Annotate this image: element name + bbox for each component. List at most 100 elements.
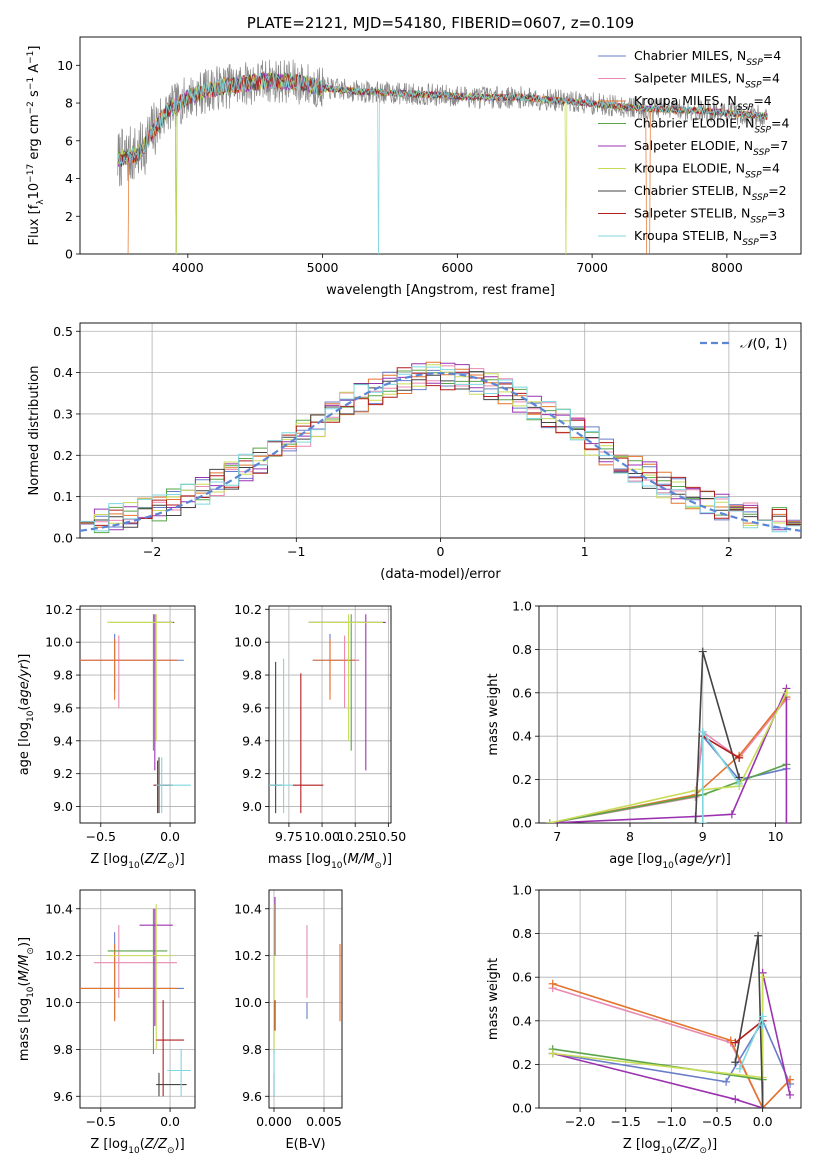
x-tick-label: 1 [581,544,589,559]
y-tick-label: 9.0 [242,799,262,814]
weight-marker [731,1058,740,1067]
text-span: ⊙ [699,1146,707,1156]
y-tick-label: 9.8 [53,1042,73,1057]
y-axis-label: mass weight [486,958,501,1040]
text-span: Z/Z [144,1137,168,1152]
text-span: ( [343,852,348,867]
y-tick-label: 10.2 [45,948,73,963]
text-span: ( [140,1137,145,1152]
x-tick-label: −1.5 [611,1114,641,1129]
y-tick-label: 0.5 [53,324,73,339]
y-tick-label: 1.0 [512,599,532,614]
y-tick-label: 10.4 [234,901,262,916]
weight-marker [731,1038,740,1047]
weight_vs_age-axes: 7 8 9 10 0.0 0.2 0.4 0.6 0.8 1.0 [512,599,802,844]
y-tick-label: 10.0 [45,995,73,1010]
errorbar-point [80,635,177,708]
weight-line [739,1016,764,1070]
y-tick-label: 9.8 [242,1042,262,1057]
weight-marker [758,1104,767,1108]
y-axis-label: age [log10(age/yr)] [17,654,36,776]
weight-line [552,1019,791,1085]
weight-marker [691,819,700,823]
y-tick-label: 9.8 [242,668,262,683]
legend-tail: =3 [759,228,777,243]
weight-marker [782,819,791,823]
axes-frame [79,889,196,1109]
axes-frame [79,322,802,539]
legend-entry: Chabrier STELIB, NSSP=2 [634,183,787,203]
legend-label: Chabrier STELIB, N [634,183,752,198]
histogram-step [80,362,801,531]
legend-entry: Chabrier ELODIE, NSSP=4 [634,116,789,136]
y-tick-label: 9.6 [242,1089,262,1104]
legend-entry: Kroupa MILES, NSSP=4 [634,93,772,113]
y-axis-label: mass weight [486,673,501,755]
x-tick-label: 8000 [711,260,743,275]
weight-line [549,763,787,823]
text-span: mass [log [268,852,331,867]
weight-marker [545,819,554,823]
chart-title: PLATE=2121, MJD=54180, FIBERID=0607, z=0… [247,14,634,32]
legend-sub: SSP [750,216,767,226]
legend-tail: =4 [762,71,780,86]
legend-tail: =4 [771,116,789,131]
x-tick-label: −1.0 [656,1114,686,1129]
y-tick-label: 1.0 [512,883,532,898]
errorbar-point [328,635,360,708]
errorbar-plot [80,904,191,1097]
weight-marker [698,727,707,736]
normal-reference-curve [80,371,801,532]
text-span: )] [382,852,392,867]
axes-frame [538,605,802,824]
x-tick-label: 5000 [307,260,339,275]
x-axis-label: mass [log10(M/M⊙)] [268,852,392,871]
legend-sub: SSP [753,148,770,158]
legend-sub: SSP [752,193,769,203]
errorbar-point [156,1000,184,1097]
y-tick-label: 0.4 [512,1013,532,1028]
text-span: Flux [f [27,204,42,245]
weight-line [552,977,764,1079]
weight-marker [698,819,707,823]
text-span: 10 [661,1146,673,1156]
y-tick-label: 9.0 [53,799,73,814]
y-tick-label: 8 [65,96,73,111]
x-tick-label: 7000 [576,260,608,275]
weight-marker [758,1012,767,1021]
text-span: −17 [26,164,36,183]
text-span: λ [36,199,46,205]
weight-line [552,1048,763,1081]
errorbar-point [156,757,191,814]
legend-entry: Salpeter STELIB, NSSP=3 [634,206,785,226]
errorbar-point [308,614,384,741]
weight-marker [726,1036,735,1045]
histogram-plot [80,361,801,534]
weight-marker [735,779,744,788]
legend-sub: SSP [754,126,771,136]
errorbar-point [107,908,168,1055]
text-span: erg cm [27,114,42,163]
text-span: Z [log [623,1137,661,1152]
text-span: 10 [27,183,42,200]
errorbar-point [167,1049,191,1097]
text-span: ⊙ [167,861,175,871]
y-tick-label: 0.8 [512,642,532,657]
legend-entry: Salpeter MILES, NSSP=4 [634,71,780,91]
x-tick-label: 6000 [441,260,473,275]
weight-line [549,692,788,823]
histogram-step [80,366,801,533]
legend-entry: 𝒩(0, 1) [740,337,787,352]
legend-sub: SSP [745,81,762,91]
y-tick-label: 9.6 [53,700,73,715]
text-span: ⊙ [26,947,36,955]
weight-line [549,688,788,823]
legend-label: Kroupa MILES, N [634,93,737,108]
text-span: )] [17,654,32,664]
legend-sub: SSP [742,238,759,248]
weight-marker [731,1095,740,1104]
weight-line [549,696,788,823]
legend-tail: =4 [762,161,780,176]
text-span: Z [log [90,852,128,867]
